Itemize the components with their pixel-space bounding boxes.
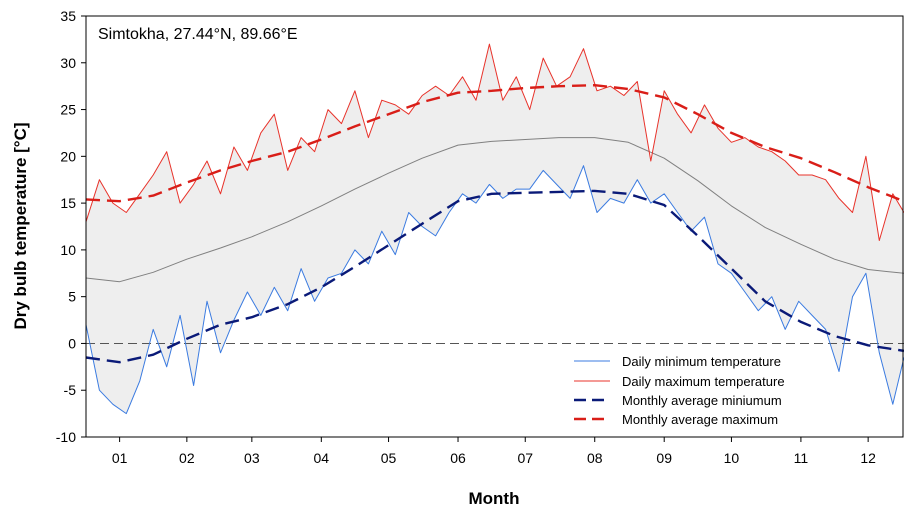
x-axis: 01 02 03 04 05 06 07 08 09 10 11 12 xyxy=(112,437,876,466)
x-axis-title: Month xyxy=(469,489,520,508)
y-tick-label: 25 xyxy=(60,102,76,118)
x-tick-label: 07 xyxy=(517,450,533,466)
x-tick-label: 11 xyxy=(794,450,809,466)
monthly-min-line xyxy=(85,189,904,364)
legend-label-monthly-max: Monthly average maximum xyxy=(622,412,778,427)
plot-frame xyxy=(85,15,904,438)
x-tick-label: 05 xyxy=(381,450,397,466)
x-tick-label: 08 xyxy=(587,450,603,466)
x-tick-label: 10 xyxy=(724,450,740,466)
legend: Daily minimum temperature Daily maximum … xyxy=(574,354,785,427)
daily-mean-line xyxy=(85,137,904,283)
y-tick-label: 30 xyxy=(60,55,76,71)
y-axis-title: Dry bulb temperature [°C] xyxy=(11,122,30,329)
legend-label-daily-max: Daily maximum temperature xyxy=(622,374,785,389)
x-tick-label: 09 xyxy=(656,450,672,466)
x-tick-label: 02 xyxy=(179,450,195,466)
daily-max-line xyxy=(85,43,904,241)
y-tick-label: 20 xyxy=(60,148,76,164)
y-tick-label: 35 xyxy=(60,8,76,24)
station-annotation: Simtokha, 27.44°N, 89.66°E xyxy=(98,26,298,43)
daily-range-band xyxy=(86,44,904,414)
y-tick-label: -10 xyxy=(56,429,76,445)
daily-min-line xyxy=(85,165,904,415)
y-tick-label: -5 xyxy=(64,382,77,398)
y-tick-label: 0 xyxy=(68,335,76,351)
x-tick-label: 04 xyxy=(314,450,330,466)
legend-label-monthly-min: Monthly average miniumum xyxy=(622,393,782,408)
x-tick-label: 03 xyxy=(244,450,260,466)
y-tick-label: 10 xyxy=(60,242,76,258)
x-tick-label: 06 xyxy=(450,450,466,466)
y-tick-label: 15 xyxy=(60,195,76,211)
y-tick-label: 5 xyxy=(68,289,76,305)
y-axis: -10 -5 0 5 10 15 20 25 30 35 xyxy=(56,8,86,445)
monthly-max-line xyxy=(85,84,904,203)
x-tick-label: 01 xyxy=(112,450,128,466)
x-tick-label: 12 xyxy=(860,450,876,466)
plot-area xyxy=(85,15,904,438)
legend-label-daily-min: Daily minimum temperature xyxy=(622,354,781,369)
